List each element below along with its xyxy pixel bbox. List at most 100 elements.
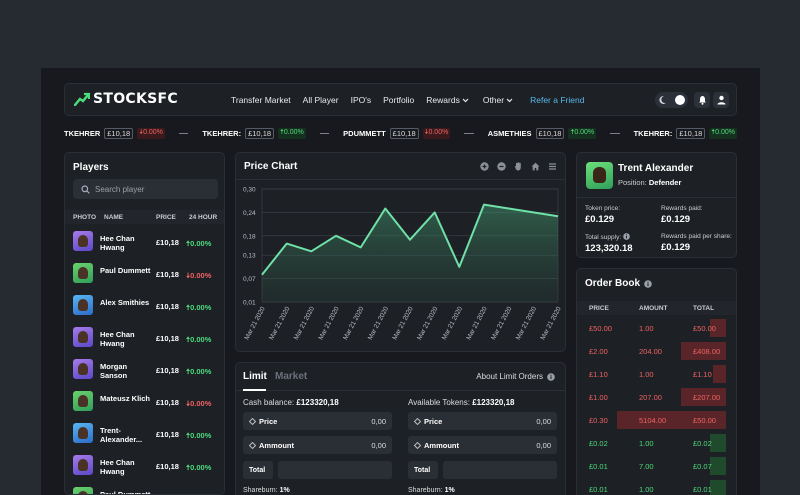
token-price-label: Token price:: [585, 205, 621, 212]
arrow-down-icon: 🠇: [139, 128, 144, 136]
player-price: £10,18: [156, 430, 179, 439]
x-tick-label: Mar 21 2020: [515, 305, 538, 341]
info-icon[interactable]: [644, 279, 652, 288]
theme-toggle[interactable]: [655, 92, 688, 108]
player-row[interactable]: Alex Smithies £10,18 🠅0.00%: [65, 290, 224, 322]
order-book-row[interactable]: £0.01 7.00 £0.07: [577, 455, 736, 476]
nav-item-transfer-market[interactable]: Transfer Market: [231, 95, 291, 105]
order-book-row[interactable]: £0.01 1.00 £0.01: [577, 478, 736, 495]
order-book-row[interactable]: £50.00 1.00 £50.00: [577, 317, 736, 338]
pan-hand-icon[interactable]: [514, 161, 523, 171]
rewards-paid-label: Rewards paid:: [661, 205, 703, 212]
sell-price-value: 0,00: [536, 417, 551, 426]
menu-icon[interactable]: [548, 162, 557, 171]
ticker-item[interactable]: TKEHRER £10,18 🠇0.00%: [64, 127, 165, 139]
player-profile-panel: Trent Alexander Position: Defender Token…: [576, 152, 737, 258]
order-total: £50.00: [693, 324, 716, 333]
player-name: Morgan Sanson: [100, 362, 128, 380]
depth-bar: [681, 342, 726, 360]
player-row[interactable]: Morgan Sanson £10,18 🠅0.00%: [65, 354, 224, 386]
total-supply-value: 123,320.18: [585, 243, 633, 254]
account-button[interactable]: [713, 92, 729, 108]
profile-position: Position: Defender: [618, 178, 681, 187]
player-photo: [73, 391, 93, 411]
player-name: Hee Chan Hwang: [100, 330, 135, 348]
moon-icon: [659, 95, 666, 104]
trend-up-icon: [74, 92, 90, 106]
main-nav: Transfer Market All Player IPO's Portfolio R…: [231, 95, 584, 105]
ticker-item[interactable]: TKEHRER: £10,18 🠅0.00%: [634, 127, 737, 139]
player-price: £10,18: [156, 462, 179, 471]
player-row[interactable]: Trent-Alexander... £10,18 🠅0.00%: [65, 418, 224, 450]
info-icon[interactable]: [623, 233, 630, 240]
player-row[interactable]: Hee Chan Hwang £10,18 🠅0.00%: [65, 450, 224, 482]
sell-total-input[interactable]: [443, 461, 557, 479]
available-tokens-label: Available Tokens:: [408, 398, 470, 407]
col-24hour: 24 HOUR: [189, 214, 218, 221]
arrow-up-icon: 🠅: [280, 128, 284, 136]
sell-amount-label: Ammount: [424, 441, 459, 450]
ticker-item[interactable]: TKEHRER: £10,18 🠅0.00%: [202, 127, 306, 139]
cash-balance-label: Cash balance:: [243, 398, 295, 407]
nav-item-other[interactable]: Other: [483, 95, 513, 105]
order-price: £0.02: [589, 439, 608, 448]
arrow-down-icon: 🠇: [186, 399, 191, 408]
nav-item-portfolio[interactable]: Portfolio: [383, 95, 414, 105]
player-name: Trent-Alexander...: [100, 426, 143, 444]
tab-limit[interactable]: Limit: [243, 371, 267, 382]
logo[interactable]: STOCKSFC: [74, 91, 178, 107]
order-book-row[interactable]: £1.10 1.00 £1.10: [577, 363, 736, 384]
tab-market[interactable]: Market: [275, 371, 308, 382]
buy-price-input[interactable]: Price 0,00: [243, 412, 392, 430]
players-panel: Players Search player PHOTO NAME PRICE 2…: [64, 152, 225, 495]
player-change: 🠇0.00%: [186, 270, 211, 283]
order-book-row[interactable]: £1.00 207.00 £207.00: [577, 386, 736, 407]
ticker-separator: [610, 132, 620, 134]
ticker-item[interactable]: ASMETHIES £10,18 🠅0.00%: [488, 127, 597, 139]
price-chart-title: Price Chart: [244, 161, 298, 172]
profile-name: Trent Alexander: [618, 163, 694, 174]
home-icon[interactable]: [531, 162, 540, 171]
player-name: Alex Smithies: [100, 298, 150, 307]
chevron-down-icon: [506, 98, 513, 102]
nav-item-rewards[interactable]: Rewards: [426, 95, 469, 105]
y-tick-label: 0,13: [243, 253, 256, 260]
player-row[interactable]: Paul Dummett£10,18🠇0.00%: [65, 482, 224, 494]
order-amount: 7.00: [639, 462, 654, 471]
notifications-button[interactable]: [694, 92, 710, 108]
zoom-out-icon[interactable]: [497, 161, 506, 171]
nav-item-all-player[interactable]: All Player: [303, 95, 339, 105]
zoom-in-icon[interactable]: [480, 161, 489, 171]
nav-item-ipo-s[interactable]: IPO's: [351, 95, 372, 105]
refer-a-friend-link[interactable]: Refer a Friend: [530, 95, 585, 105]
order-amount: 204.00: [639, 347, 662, 356]
player-row[interactable]: Mateusz Klich £10,18 🠇0.00%: [65, 386, 224, 418]
player-row[interactable]: Hee Chan Hwang £10,18 🠅0.00%: [65, 226, 224, 258]
buy-total-input[interactable]: [278, 461, 392, 479]
buy-price-label-wrap: Price: [249, 417, 277, 426]
order-book-row[interactable]: £2.00 204.00 £408.00: [577, 340, 736, 361]
token-price-value: £0.129: [585, 214, 615, 225]
order-amount: 207.00: [639, 393, 662, 402]
ticker-price: £10,18: [389, 127, 419, 139]
col-name: NAME: [104, 214, 124, 221]
player-search-input[interactable]: Search player: [73, 179, 218, 199]
x-tick-label: Mar 21 2020: [441, 305, 464, 341]
ticker-change-value: 0.00%: [283, 128, 304, 136]
ticker-name: TKEHRER: [64, 128, 101, 138]
depth-bar: [710, 434, 726, 452]
player-change: 🠅0.00%: [186, 430, 211, 443]
player-row[interactable]: Hee Chan Hwang £10,18 🠅0.00%: [65, 322, 224, 354]
chart-toolbar: [480, 161, 557, 171]
order-book-row[interactable]: £0.30 5104.00 £50.00: [577, 409, 736, 430]
buy-amount-input[interactable]: Ammount 0,00: [243, 436, 392, 454]
player-row[interactable]: Paul Dummett£10,18🠇0.00%: [65, 258, 224, 290]
ticker-item[interactable]: PDUMMETT £10,18 🠇0.00%: [343, 127, 451, 139]
about-limit-orders-link[interactable]: About Limit Orders: [476, 372, 555, 381]
sell-amount-input[interactable]: Ammount 0,00: [408, 436, 557, 454]
sell-price-input[interactable]: Price 0,00: [408, 412, 557, 430]
order-book-row[interactable]: £0.02 1.00 £0.02: [577, 432, 736, 453]
x-tick-label: Mar 21 2020: [539, 305, 562, 341]
buy-price-label: Price: [259, 417, 278, 426]
